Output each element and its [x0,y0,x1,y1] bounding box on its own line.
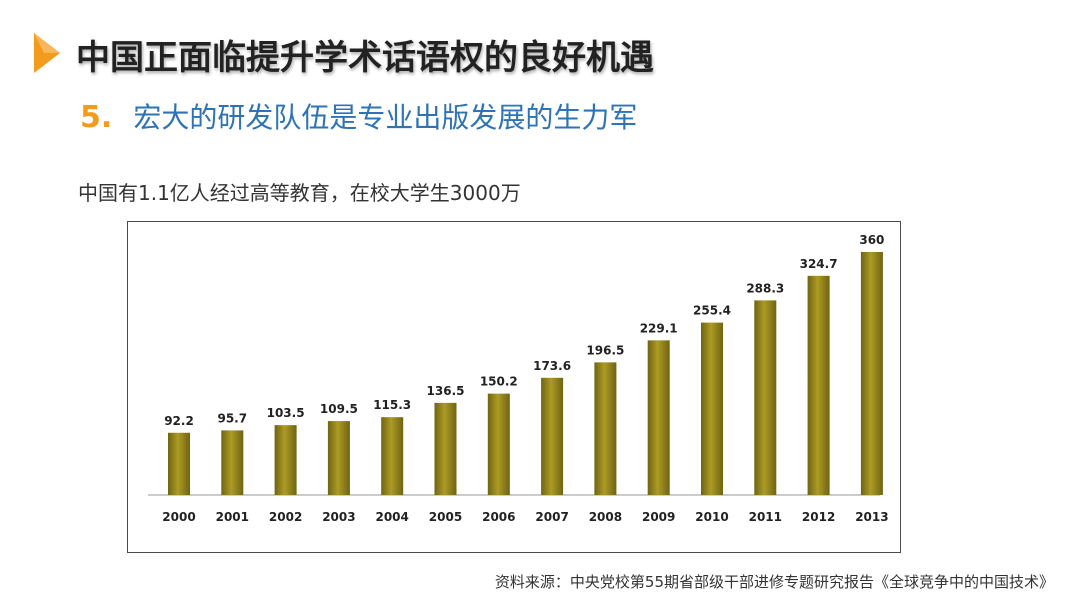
x-tick-2002: 2002 [269,510,302,524]
bar-2005 [434,402,457,495]
bar-chart: 92.2 2000 95.7 2001 103.5 2002 109.5 2003 115.3 2… [148,233,889,524]
bar-2008 [594,362,617,495]
x-tick-2012: 2012 [802,510,835,524]
source-note: 资料来源：中央党校第55期省部级干部进修专题研究报告《全球竞争中的中国技术》 [494,573,1054,591]
bar-2000 [168,432,190,495]
x-tick-2006: 2006 [482,510,515,524]
x-tick-2001: 2001 [216,510,249,524]
value-label-2004: 115.3 [373,398,411,412]
bar-2012 [807,275,830,495]
value-label-2010: 255.4 [693,304,731,318]
bar-2001 [221,430,244,495]
value-label-2013: 360 [859,233,884,247]
x-tick-2007: 2007 [535,510,568,524]
value-label-2007: 173.6 [533,359,571,373]
value-label-2006: 150.2 [480,375,518,389]
bar-2006 [487,393,510,495]
bar-2011 [754,300,777,495]
x-tick-2011: 2011 [749,510,782,524]
page-title: 中国正面临提升学术话语权的良好机遇 [76,38,654,78]
bar-2003 [327,421,350,495]
value-label-2003: 109.5 [320,402,358,416]
chart-frame: 92.2 2000 95.7 2001 103.5 2002 109.5 2003 115.3 2… [127,221,901,553]
bar-2002 [274,425,297,495]
x-tick-2013: 2013 [855,510,888,524]
play-arrow-icon [34,33,60,73]
value-label-2008: 196.5 [586,343,624,357]
x-tick-2005: 2005 [429,510,462,524]
bar-2009 [647,340,670,495]
section-number: 5. [80,100,113,135]
value-label-2002: 103.5 [267,406,305,420]
x-tick-2009: 2009 [642,510,675,524]
bar-2004 [381,417,404,495]
x-tick-2003: 2003 [322,510,355,524]
x-tick-2010: 2010 [695,510,728,524]
value-label-2012: 324.7 [800,257,838,271]
x-tick-2004: 2004 [375,510,408,524]
value-label-2000: 92.2 [164,414,194,428]
intro-text: 中国有1.1亿人经过高等教育，在校大学生3000万 [78,181,521,205]
section-heading: 5. 宏大的研发队伍是专业出版发展的生力军 [80,96,637,136]
value-label-2005: 136.5 [427,384,465,398]
bar-2013 [860,252,883,495]
x-tick-2008: 2008 [589,510,622,524]
bar-2010 [701,322,723,495]
x-tick-2000: 2000 [162,510,195,524]
value-label-2009: 229.1 [640,321,678,335]
bar-2007 [541,377,564,495]
section-title: 宏大的研发队伍是专业出版发展的生力军 [133,101,638,134]
value-label-2001: 95.7 [217,411,247,425]
value-label-2011: 288.3 [746,281,784,295]
